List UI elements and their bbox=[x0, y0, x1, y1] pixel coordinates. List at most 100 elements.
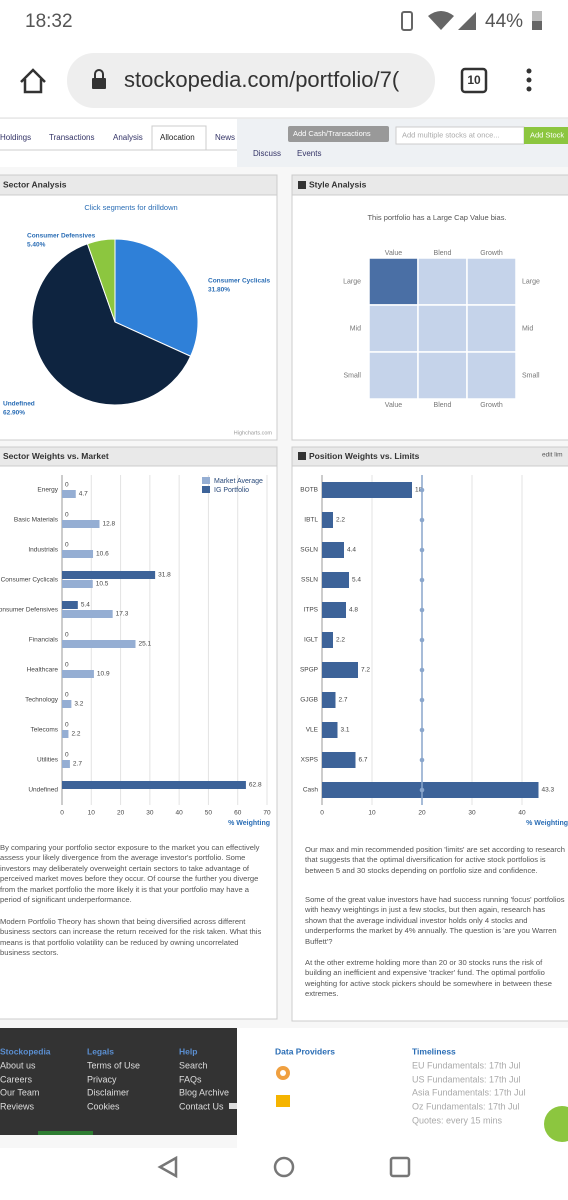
footer-link[interactable]: About us bbox=[0, 1060, 36, 1070]
tab-count: 10 bbox=[467, 73, 481, 87]
cash-button[interactable] bbox=[288, 126, 389, 142]
sub-tab[interactable]: Discuss bbox=[253, 149, 281, 158]
bar bbox=[322, 752, 356, 768]
url-bar[interactable] bbox=[67, 53, 435, 108]
tab-switcher[interactable] bbox=[460, 67, 488, 94]
bar bbox=[62, 490, 76, 498]
sub-tab[interactable]: Events bbox=[297, 149, 321, 158]
bar bbox=[62, 760, 70, 768]
footer-link[interactable]: FAQs bbox=[179, 1074, 202, 1084]
x-tick-label: 70 bbox=[263, 810, 271, 817]
home-button[interactable] bbox=[20, 68, 46, 94]
bar-value: 0 bbox=[65, 512, 69, 519]
x-tick-label: 50 bbox=[205, 810, 213, 817]
legend-swatch bbox=[202, 486, 210, 493]
bar bbox=[322, 602, 346, 618]
limit-dot bbox=[419, 547, 425, 553]
bar-value: 43.3 bbox=[542, 787, 555, 794]
clock: 18:32 bbox=[25, 11, 73, 32]
limit-dot bbox=[419, 697, 425, 703]
wifi-icon bbox=[428, 11, 454, 30]
bar-value: 0 bbox=[65, 752, 69, 759]
pie-slice bbox=[31, 243, 192, 406]
footer-link[interactable]: Search bbox=[179, 1060, 208, 1070]
tab[interactable]: Analysis bbox=[113, 133, 143, 142]
cash-button-label: Add Cash/Transactions bbox=[293, 129, 371, 138]
bar-value: 3.2 bbox=[74, 701, 83, 708]
bar-value: 0 bbox=[65, 632, 69, 639]
footer-link[interactable]: Terms of Use bbox=[87, 1060, 140, 1070]
limit-dot bbox=[419, 487, 425, 493]
bar-value: 3.1 bbox=[341, 727, 350, 734]
menu-dot[interactable] bbox=[526, 77, 532, 83]
x-axis-title: % Weighting bbox=[526, 820, 568, 827]
bar bbox=[322, 512, 333, 528]
footer-link[interactable]: Blog Archive bbox=[179, 1087, 229, 1097]
category-label: XSPS bbox=[301, 757, 319, 764]
bar-value: 10.5 bbox=[96, 581, 109, 588]
category-label: GJGB bbox=[300, 697, 318, 704]
bar-value: 10.9 bbox=[97, 671, 110, 678]
edit-limits-link[interactable]: edit lim bbox=[542, 452, 563, 459]
x-tick-label: 20 bbox=[117, 810, 125, 817]
panel-title: Sector Weights vs. Market bbox=[3, 451, 109, 461]
panel-header bbox=[0, 446, 278, 467]
style-note: This portfolio has a Large Cap Value bia… bbox=[367, 213, 506, 222]
add-button[interactable] bbox=[524, 127, 568, 144]
limit-dot bbox=[419, 757, 425, 763]
footer-link[interactable]: Our Team bbox=[0, 1087, 39, 1097]
footer-link[interactable]: Cookies bbox=[87, 1101, 120, 1111]
bar-value: 5.4 bbox=[81, 602, 90, 609]
category-label: SGLN bbox=[300, 547, 318, 554]
x-tick-label: 30 bbox=[468, 810, 476, 817]
panel-header bbox=[291, 446, 568, 467]
system-nav bbox=[0, 1148, 568, 1200]
bar-value: 4.7 bbox=[79, 491, 88, 498]
tab[interactable]: News bbox=[215, 133, 235, 142]
menu-dot[interactable] bbox=[526, 68, 532, 74]
category-label: Energy bbox=[37, 487, 58, 494]
footer-link[interactable]: Contact Us bbox=[179, 1101, 224, 1111]
footer-link[interactable]: Privacy bbox=[87, 1074, 117, 1084]
x-tick-label: 10 bbox=[368, 810, 376, 817]
tab[interactable]: Holdings bbox=[0, 133, 31, 142]
bar bbox=[62, 520, 100, 528]
category-label: Consumer Cyclicals bbox=[1, 577, 59, 584]
recents-button[interactable] bbox=[389, 1156, 411, 1178]
paragraph: Some of the great value investors have h… bbox=[305, 895, 565, 946]
battery-level bbox=[532, 21, 542, 30]
chat-button[interactable] bbox=[544, 1106, 568, 1142]
category-label: Industrials bbox=[28, 547, 58, 554]
bar bbox=[322, 722, 338, 738]
bar-value: 2.7 bbox=[73, 761, 82, 768]
footer-dark bbox=[0, 1028, 237, 1135]
back-button[interactable] bbox=[157, 1155, 178, 1179]
bar-value: 2.7 bbox=[339, 697, 348, 704]
vibrate-icon bbox=[401, 11, 413, 31]
pie-slice bbox=[114, 238, 199, 357]
limit-dot bbox=[419, 667, 425, 673]
list-icon bbox=[298, 452, 306, 460]
bar-value: 0 bbox=[65, 482, 69, 489]
menu-dot[interactable] bbox=[526, 86, 532, 92]
bar-value: 5.4 bbox=[352, 577, 361, 584]
tab[interactable]: Transactions bbox=[49, 133, 95, 142]
home-nav-button[interactable] bbox=[273, 1156, 295, 1178]
style-cell bbox=[368, 304, 419, 353]
style-row-label: Small bbox=[522, 372, 540, 379]
footer-heading: Timeliness bbox=[412, 1046, 456, 1056]
grid-icon bbox=[298, 181, 306, 189]
style-cell bbox=[417, 304, 468, 353]
category-label: VLE bbox=[306, 727, 319, 734]
provider-logo bbox=[276, 1095, 290, 1107]
footer-link[interactable]: Careers bbox=[0, 1074, 33, 1084]
footer-link[interactable]: Disclaimer bbox=[87, 1087, 129, 1097]
tab[interactable]: Allocation bbox=[160, 133, 195, 142]
style-cell bbox=[368, 257, 419, 306]
style-row-label: Large bbox=[522, 278, 540, 285]
footer-link[interactable]: Reviews bbox=[0, 1101, 35, 1111]
timeliness-item: EU Fundamentals: 17th Jul bbox=[412, 1060, 521, 1070]
category-label: Technology bbox=[25, 697, 59, 704]
